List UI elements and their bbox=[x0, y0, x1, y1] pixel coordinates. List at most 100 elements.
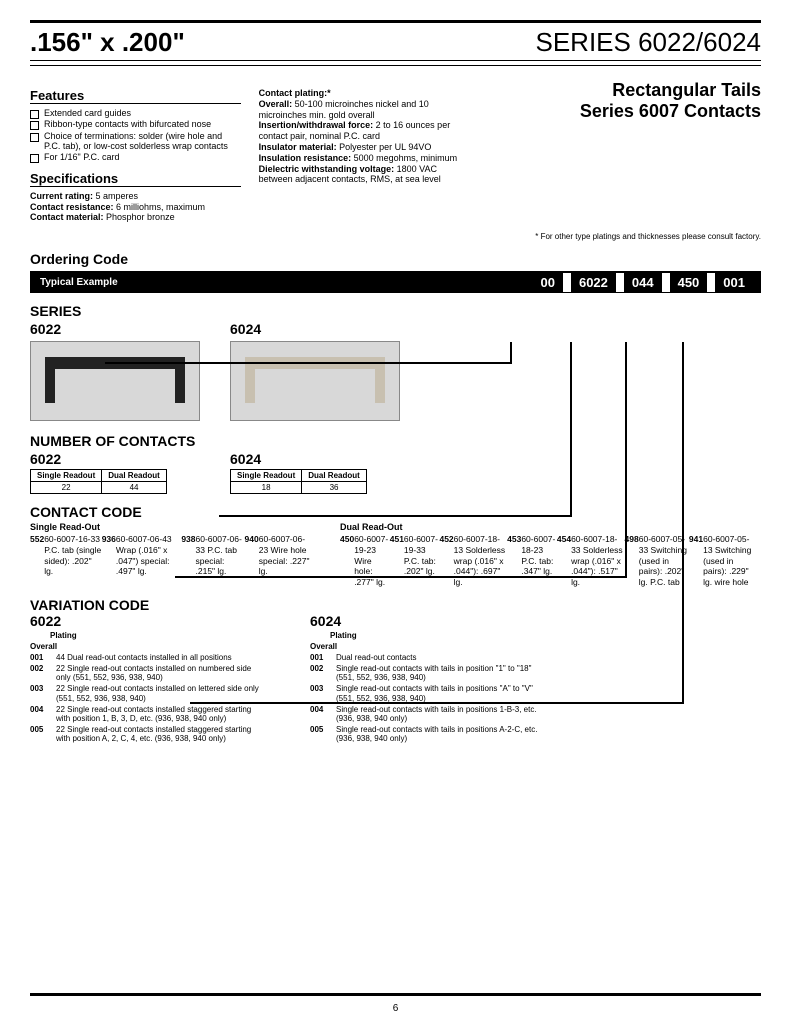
spec-line: Insulator material: Polyester per UL 94V… bbox=[259, 142, 470, 153]
leader-line bbox=[682, 342, 684, 704]
variation-row-item: 00222 Single read-out contacts installed… bbox=[30, 664, 260, 682]
contacts-num-a: 6022 bbox=[30, 451, 210, 467]
ordering-bar: Typical Example 006022044450001 bbox=[30, 271, 761, 293]
spec-line: Dielectric withstanding voltage: 1800 VA… bbox=[259, 164, 470, 186]
leader-line bbox=[510, 342, 512, 364]
code-row: 93660-6007-06-43 Wrap (.016" x .047") sp… bbox=[102, 534, 182, 577]
variation-label: VARIATION CODE bbox=[30, 597, 761, 613]
var-num-b: 6024 bbox=[310, 613, 540, 629]
code-row: 49860-6007-05-33 Switching (used in pair… bbox=[625, 534, 689, 587]
variation-row-item: 005Single read-out contacts with tails i… bbox=[310, 725, 540, 743]
variation-row-item: 001Dual read-out contacts bbox=[310, 653, 540, 662]
spec-line: Contact plating:* bbox=[259, 88, 470, 99]
subtitle-2: Series 6007 Contacts bbox=[487, 101, 761, 122]
spec-line: Current rating: 5 amperes bbox=[30, 191, 241, 202]
product-image-6024 bbox=[230, 341, 400, 421]
spec-line: Overall: 50-100 microinches nickel and 1… bbox=[259, 99, 470, 121]
feature-item: For 1/16" P.C. card bbox=[30, 152, 241, 162]
code-box: 00 bbox=[533, 273, 563, 292]
series-label-text: SERIES bbox=[30, 303, 81, 319]
th: Single Readout bbox=[31, 470, 102, 482]
series-row: 6022 6024 bbox=[30, 321, 761, 421]
contacts-label: NUMBER OF CONTACTS bbox=[30, 433, 761, 449]
leader-line bbox=[175, 576, 627, 578]
feature-item: Choice of terminations: solder (wire hol… bbox=[30, 131, 241, 152]
top-columns: Features Extended card guidesRibbon-type… bbox=[30, 80, 761, 241]
contacts-6024: 6024 Single ReadoutDual Readout 1836 bbox=[230, 451, 410, 494]
contacts-label-text: NUMBER OF CONTACTS bbox=[30, 433, 195, 449]
variation-6022: 6022 Plating Overall 00144 Dual read-out… bbox=[30, 613, 260, 743]
leader-line bbox=[570, 342, 572, 517]
variation-row-item: 003Single read-out contacts with tails i… bbox=[310, 684, 540, 702]
variation-6024: 6024 Plating Overall 001Dual read-out co… bbox=[310, 613, 540, 743]
variation-row-item: 004Single read-out contacts with tails i… bbox=[310, 705, 540, 723]
features-title: Features bbox=[30, 88, 241, 104]
specs-title: Specifications bbox=[30, 171, 241, 187]
overall-b: Overall bbox=[310, 642, 540, 651]
contacts-row: 6022 Single ReadoutDual Readout 2244 602… bbox=[30, 451, 761, 494]
leader-line bbox=[105, 362, 512, 364]
feature-item: Extended card guides bbox=[30, 108, 241, 118]
ordering-title: Ordering Code bbox=[30, 251, 761, 267]
contacts-table-b: Single ReadoutDual Readout 1836 bbox=[230, 469, 367, 494]
spec-line: Insulation resistance: 5000 megohms, min… bbox=[259, 153, 470, 164]
th: Dual Readout bbox=[302, 470, 367, 482]
contacts-table-a: Single ReadoutDual Readout 2244 bbox=[30, 469, 167, 494]
feature-item: Ribbon-type contacts with bifurcated nos… bbox=[30, 119, 241, 129]
code-row: 45060-6007-19-23 Wire hole: .277" lg. bbox=[340, 534, 390, 587]
features-col: Features Extended card guidesRibbon-type… bbox=[30, 80, 241, 241]
sub-rule bbox=[30, 65, 761, 66]
single-title: Single Read-Out bbox=[30, 522, 310, 533]
code-row: 94060-6007-06-23 Wire hole special: .227… bbox=[245, 534, 310, 577]
variation-row-item: 00144 Dual read-out contacts installed i… bbox=[30, 653, 260, 662]
series-6022: 6022 bbox=[30, 321, 210, 421]
variation-row: 6022 Plating Overall 00144 Dual read-out… bbox=[30, 613, 761, 743]
code-row: 45460-6007-18-33 Solderless wrap (.016" … bbox=[557, 534, 625, 587]
page-number: 6 bbox=[393, 1003, 399, 1014]
series-num-b: 6024 bbox=[230, 321, 410, 337]
variation-row-item: 00322 Single read-out contacts installed… bbox=[30, 684, 260, 702]
code-row: 93860-6007-06-33 P.C. tab special: .215"… bbox=[181, 534, 244, 577]
code-row: 94160-6007-05-13 Switching (used in pair… bbox=[689, 534, 753, 587]
features-list: Extended card guidesRibbon-type contacts… bbox=[30, 108, 241, 163]
bottom-rule bbox=[30, 993, 761, 996]
spec-line: Insertion/withdrawal force: 2 to 16 ounc… bbox=[259, 120, 470, 142]
contact-code-label: CONTACT CODE bbox=[30, 504, 761, 520]
code-row: 45360-6007-18-23 P.C. tab: .347" lg. bbox=[507, 534, 557, 587]
contacts-num-b: 6024 bbox=[230, 451, 410, 467]
contacts-6022: 6022 Single ReadoutDual Readout 2244 bbox=[30, 451, 210, 494]
code-boxes: 00 6022 044 450 001 bbox=[533, 273, 762, 292]
header-right: SERIES 6022/6024 bbox=[536, 27, 762, 58]
code-row: 45160-6007-19-33 P.C. tab: .202" lg. bbox=[390, 534, 440, 587]
series-label: SERIES bbox=[30, 303, 761, 319]
specs2-lines: Contact plating:*Overall: 50-100 microin… bbox=[259, 88, 470, 185]
series-num-a: 6022 bbox=[30, 321, 210, 337]
variation-label-text: VARIATION CODE bbox=[30, 597, 149, 613]
code-box: 044 bbox=[624, 273, 662, 292]
dual-title: Dual Read-Out bbox=[340, 522, 660, 533]
overall-a: Overall bbox=[30, 642, 260, 651]
subtitle-1: Rectangular Tails bbox=[487, 80, 761, 101]
leader-line bbox=[190, 702, 684, 704]
code-box: 450 bbox=[670, 273, 708, 292]
header-left: .156" x .200" bbox=[30, 27, 185, 58]
td: 18 bbox=[231, 482, 302, 494]
variation-row-item: 00422 Single read-out contacts installed… bbox=[30, 705, 260, 723]
subtitle-col: Rectangular Tails Series 6007 Contacts *… bbox=[487, 80, 761, 241]
series-6024: 6024 bbox=[230, 321, 410, 421]
specs-lines: Current rating: 5 amperesContact resista… bbox=[30, 191, 241, 223]
code-row: 45260-6007-18-13 Solderless wrap (.016" … bbox=[439, 534, 507, 587]
leader-line bbox=[625, 342, 627, 578]
code-row: 55260-6007-16-33 P.C. tab (single sided)… bbox=[30, 534, 102, 577]
header: .156" x .200" SERIES 6022/6024 bbox=[30, 27, 761, 61]
code-box: 6022 bbox=[571, 273, 616, 292]
variation-row-item: 00522 Single read-out contacts installed… bbox=[30, 725, 260, 743]
spec-line: Contact resistance: 6 milliohms, maximum bbox=[30, 202, 241, 213]
th: Dual Readout bbox=[102, 470, 167, 482]
plating-b: Plating bbox=[330, 631, 540, 640]
variation-row-item: 002Single read-out contacts with tails i… bbox=[310, 664, 540, 682]
plating-a: Plating bbox=[50, 631, 260, 640]
code-box: 001 bbox=[715, 273, 753, 292]
product-image-6022 bbox=[30, 341, 200, 421]
spec-line: Contact material: Phosphor bronze bbox=[30, 212, 241, 223]
